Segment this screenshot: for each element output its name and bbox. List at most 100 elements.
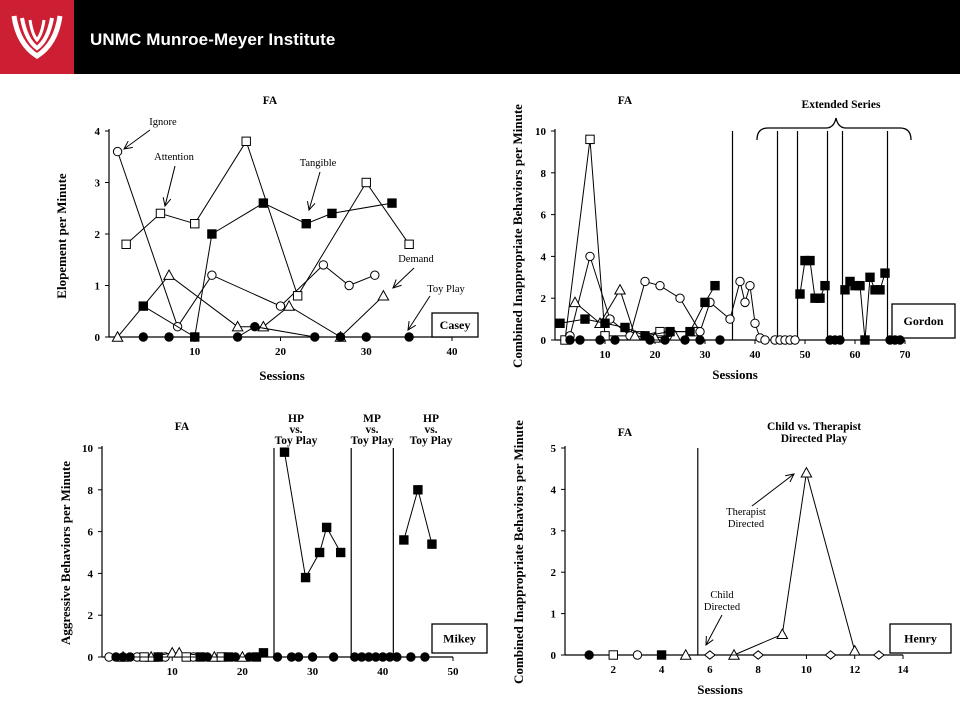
data-point	[112, 146, 123, 157]
data-point	[660, 335, 670, 345]
series-circle-open	[632, 650, 643, 660]
data-point	[685, 326, 695, 337]
data-point	[392, 652, 402, 662]
x-tick-label: 50	[800, 349, 812, 361]
data-point	[575, 335, 585, 345]
y-tick-label: 8	[541, 168, 547, 180]
data-point	[153, 652, 163, 662]
data-point	[880, 268, 890, 278]
x-tick-label: 10	[600, 349, 612, 361]
data-point	[645, 335, 655, 345]
annotation-arrow-line	[308, 171, 321, 211]
x-tick-label: 70	[900, 349, 912, 361]
data-point	[655, 326, 665, 337]
data-point	[695, 335, 705, 345]
phase-title: FA	[618, 95, 633, 107]
x-tick-label: 8	[755, 664, 761, 676]
annotation-arrow-line	[705, 614, 723, 646]
x-tick-label: 10	[801, 664, 813, 676]
phase-title: vs.	[289, 424, 302, 436]
series-line	[143, 202, 393, 338]
data-point	[710, 280, 720, 291]
data-point	[387, 198, 397, 208]
x-tick-label: 30	[307, 666, 319, 678]
panel-name: Mikey	[443, 632, 476, 646]
data-point	[190, 219, 200, 229]
x-tick-label: 12	[849, 664, 861, 676]
data-point	[872, 650, 885, 660]
data-point	[700, 297, 710, 308]
x-tick-label: 6	[707, 664, 713, 676]
annotation-label: Child	[710, 590, 734, 601]
data-point	[895, 335, 905, 345]
data-point	[344, 280, 354, 291]
panel-name: Henry	[904, 632, 937, 646]
data-point	[703, 650, 716, 660]
annotation-label: Therapist	[726, 507, 766, 518]
series-circle-filled-fa	[111, 652, 255, 662]
annotation-arrow-head	[123, 140, 133, 150]
phase-title: Toy Play	[351, 435, 394, 447]
y-tick-label: 8	[88, 485, 94, 497]
y-tick-label: 0	[95, 332, 101, 344]
data-point	[745, 280, 755, 291]
data-point	[314, 547, 325, 558]
data-point	[231, 320, 244, 332]
chart-gordon: 0 2 4 6 8 10 10 20 30 40 50 60 70 Sessions Combined In…	[510, 95, 956, 382]
phase-title: FA	[263, 95, 278, 107]
series-hp-2	[399, 485, 437, 549]
series-line	[117, 151, 376, 328]
data-point	[406, 652, 416, 662]
data-point	[600, 318, 610, 328]
y-tick-label: 2	[541, 293, 547, 305]
y-tick-label: 0	[541, 335, 547, 347]
data-point	[835, 335, 845, 345]
series-circle-filled	[565, 335, 725, 345]
series-circle-filled	[584, 650, 594, 660]
data-point	[805, 255, 815, 266]
data-point	[300, 572, 311, 583]
y-axis-label: Elopement per Minute	[54, 173, 69, 299]
data-point	[207, 229, 217, 239]
x-tick-label: 30	[361, 346, 373, 358]
data-point	[275, 301, 286, 311]
series-triangle-open	[679, 648, 692, 660]
panel-name-box	[891, 303, 956, 339]
phase-title: vs.	[424, 424, 437, 436]
annotation-arrow-head	[162, 197, 172, 208]
data-point	[580, 314, 590, 324]
y-tick-label: 4	[95, 126, 101, 138]
header-title: UNMC Munroe-Meyer Institute	[90, 30, 336, 49]
extended-series-bracket	[756, 117, 912, 141]
data-point	[190, 332, 200, 342]
header-bar: UNMC Munroe-Meyer Institute	[0, 0, 960, 74]
x-tick-label: 40	[447, 346, 459, 358]
y-tick-label: 2	[551, 567, 557, 579]
y-tick-label: 4	[541, 251, 547, 263]
data-point	[752, 650, 765, 660]
data-point	[679, 648, 692, 660]
annotation-arrow-head	[392, 279, 402, 289]
data-point	[125, 652, 135, 662]
y-tick-label: 6	[541, 210, 547, 222]
data-point	[584, 650, 594, 660]
data-point	[361, 177, 371, 188]
annotation-label: Directed	[728, 519, 765, 530]
series-circle-filled-b	[885, 335, 905, 345]
x-tick-label: 10	[167, 666, 179, 678]
data-point	[307, 652, 318, 662]
data-point	[335, 332, 346, 342]
data-point	[565, 335, 575, 345]
y-tick-label: 3	[551, 526, 557, 538]
data-point	[283, 299, 296, 311]
data-point	[420, 652, 430, 662]
data-point	[695, 326, 705, 337]
x-tick-label: 20	[237, 666, 249, 678]
x-tick-label: 20	[650, 349, 662, 361]
annotation-arrow-head	[307, 201, 316, 212]
data-point	[310, 332, 320, 342]
series-circle-filled-a	[825, 335, 845, 345]
data-point	[595, 335, 605, 345]
data-point	[258, 648, 269, 658]
y-tick-label: 3	[95, 178, 101, 190]
